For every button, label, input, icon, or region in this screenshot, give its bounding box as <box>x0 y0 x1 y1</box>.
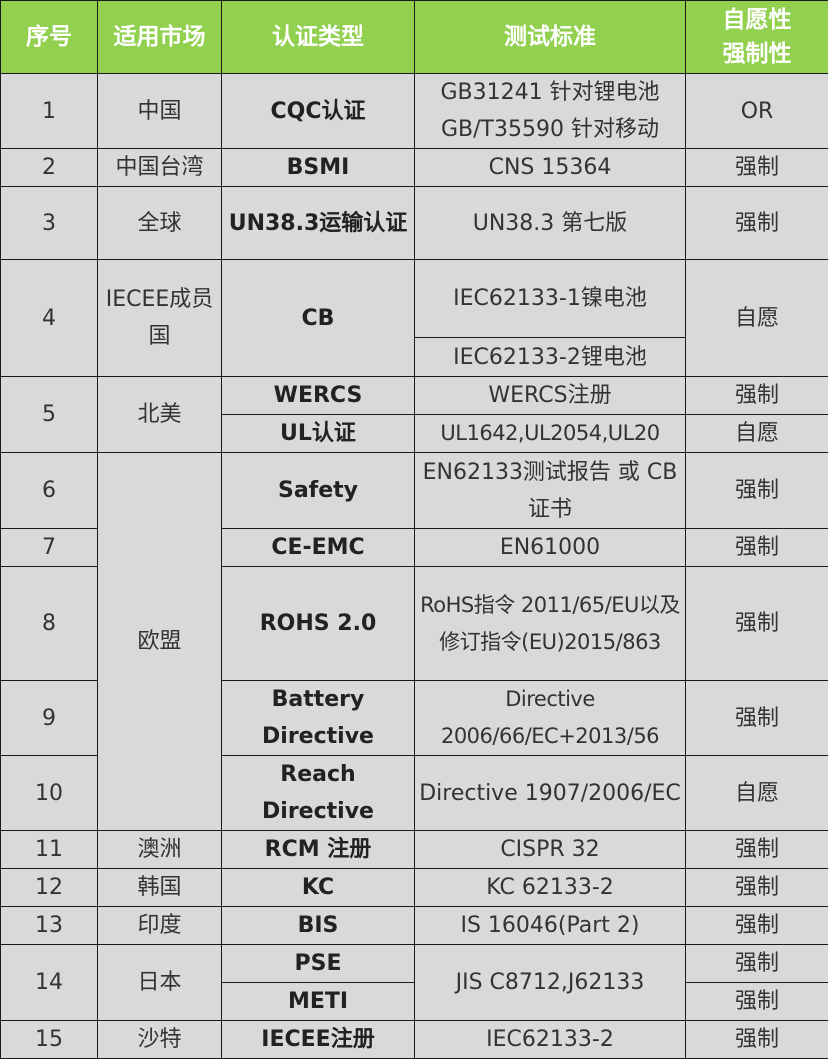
cell-nature: 强制 <box>686 1021 828 1059</box>
cell-seq: 14 <box>1 945 98 1021</box>
cell-standard: EN62133测试报告 或 CB证书 <box>415 453 686 529</box>
cell-type: Reach Directive <box>222 756 415 831</box>
standard-line: GB31241 针对锂电池 <box>440 80 659 105</box>
cell-nature: 强制 <box>686 149 828 187</box>
cell-nature: 强制 <box>686 567 828 681</box>
cell-nature: 强制 <box>686 453 828 529</box>
header-market: 适用市场 <box>98 1 222 74</box>
cell-standard: JIS C8712,J62133 <box>415 945 686 1021</box>
table-row: 1 中国 CQC认证 GB31241 针对锂电池 GB/T35590 针对移动 O… <box>1 74 828 149</box>
header-row: 序号 适用市场 认证类型 测试标准 自愿性强制性 <box>1 1 828 74</box>
cell-nature: 自愿 <box>686 260 828 377</box>
cell-type: BSMI <box>222 149 415 187</box>
table-row: 14 日本 PSE JIS C8712,J62133 强制 <box>1 945 828 983</box>
cell-standard: CNS 15364 <box>415 149 686 187</box>
table-row: 6 欧盟 Safety EN62133测试报告 或 CB证书 强制 <box>1 453 828 529</box>
cell-type: METI <box>222 983 415 1021</box>
table-row: 2 中国台湾 BSMI CNS 15364 强制 <box>1 149 828 187</box>
cell-market: 欧盟 <box>98 453 222 831</box>
cell-standard: KC 62133-2 <box>415 869 686 907</box>
cell-market: 北美 <box>98 377 222 453</box>
cell-seq: 13 <box>1 907 98 945</box>
header-nature: 自愿性强制性 <box>686 1 828 74</box>
header-nature-voluntary: 自愿性 <box>723 7 792 33</box>
cell-standard: IS 16046(Part 2) <box>415 907 686 945</box>
cell-market: 澳洲 <box>98 831 222 869</box>
cell-nature: 强制 <box>686 187 828 260</box>
cell-nature: OR <box>686 74 828 149</box>
cell-type: CE-EMC <box>222 529 415 567</box>
table-row: 13 印度 BIS IS 16046(Part 2) 强制 <box>1 907 828 945</box>
cell-type: UL认证 <box>222 415 415 453</box>
cell-market: 全球 <box>98 187 222 260</box>
cell-type: Battery Directive <box>222 681 415 756</box>
cell-seq: 3 <box>1 187 98 260</box>
cell-market: 沙特 <box>98 1021 222 1059</box>
cell-type: RCM 注册 <box>222 831 415 869</box>
table-row: 5 北美 WERCS WERCS注册 强制 <box>1 377 828 415</box>
cell-seq: 4 <box>1 260 98 377</box>
cell-seq: 8 <box>1 567 98 681</box>
cell-nature: 自愿 <box>686 415 828 453</box>
cell-type: UN38.3运输认证 <box>222 187 415 260</box>
cell-nature: 强制 <box>686 831 828 869</box>
cell-seq: 1 <box>1 74 98 149</box>
cell-standard: RoHS指令 2011/65/EU以及修订指令(EU)2015/863 <box>415 567 686 681</box>
cell-standard: IEC62133-2 <box>415 1021 686 1059</box>
cell-standard: EN61000 <box>415 529 686 567</box>
cell-type: ROHS 2.0 <box>222 567 415 681</box>
cell-seq: 2 <box>1 149 98 187</box>
cell-market: 中国 <box>98 74 222 149</box>
table-row: 12 韩国 KC KC 62133-2 强制 <box>1 869 828 907</box>
cell-nature: 强制 <box>686 869 828 907</box>
cell-type: CQC认证 <box>222 74 415 149</box>
header-standard: 测试标准 <box>415 1 686 74</box>
cell-seq: 7 <box>1 529 98 567</box>
table-row: 4 IECEE成员国 CB IEC62133-1镍电池 自愿 <box>1 260 828 338</box>
cell-nature: 强制 <box>686 377 828 415</box>
cell-market: 中国台湾 <box>98 149 222 187</box>
cell-seq: 11 <box>1 831 98 869</box>
cell-market: 日本 <box>98 945 222 1021</box>
cell-type: IECEE注册 <box>222 1021 415 1059</box>
cell-type: CB <box>222 260 415 377</box>
cell-type: PSE <box>222 945 415 983</box>
cell-nature: 自愿 <box>686 756 828 831</box>
cell-type: BIS <box>222 907 415 945</box>
cell-standard: UN38.3 第七版 <box>415 187 686 260</box>
cell-standard: GB31241 针对锂电池 GB/T35590 针对移动 <box>415 74 686 149</box>
cell-market: 印度 <box>98 907 222 945</box>
cell-seq: 15 <box>1 1021 98 1059</box>
table-row: 15 沙特 IECEE注册 IEC62133-2 强制 <box>1 1021 828 1059</box>
header-type: 认证类型 <box>222 1 415 74</box>
cell-standard: IEC62133-2锂电池 <box>415 338 686 377</box>
header-seq: 序号 <box>1 1 98 74</box>
cell-market: IECEE成员国 <box>98 260 222 377</box>
cell-nature: 强制 <box>686 681 828 756</box>
cell-seq: 5 <box>1 377 98 453</box>
standard-line: GB/T35590 针对移动 <box>441 117 659 142</box>
cell-standard: CISPR 32 <box>415 831 686 869</box>
cell-seq: 9 <box>1 681 98 756</box>
cell-nature: 强制 <box>686 529 828 567</box>
cell-nature: 强制 <box>686 983 828 1021</box>
cell-type: KC <box>222 869 415 907</box>
cell-standard: Directive 1907/2006/EC <box>415 756 686 831</box>
cell-type: Safety <box>222 453 415 529</box>
cell-nature: 强制 <box>686 907 828 945</box>
cell-seq: 6 <box>1 453 98 529</box>
cell-type: WERCS <box>222 377 415 415</box>
cell-market: 韩国 <box>98 869 222 907</box>
cell-standard: WERCS注册 <box>415 377 686 415</box>
cell-standard: Directive 2006/66/EC+2013/56 <box>415 681 686 756</box>
cell-seq: 12 <box>1 869 98 907</box>
table-row: 11 澳洲 RCM 注册 CISPR 32 强制 <box>1 831 828 869</box>
cell-standard: IEC62133-1镍电池 <box>415 260 686 338</box>
table-row: 3 全球 UN38.3运输认证 UN38.3 第七版 强制 <box>1 187 828 260</box>
header-nature-mandatory: 强制性 <box>723 41 792 67</box>
cell-nature: 强制 <box>686 945 828 983</box>
cell-standard: UL1642,UL2054,UL20 <box>415 415 686 453</box>
cell-seq: 10 <box>1 756 98 831</box>
